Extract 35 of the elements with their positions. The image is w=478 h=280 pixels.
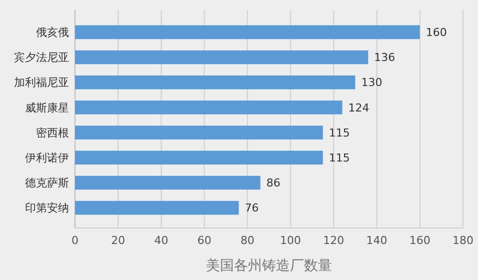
x-tick-label: 0 (72, 234, 78, 247)
x-tick-label: 160 (409, 234, 430, 247)
bar (75, 176, 260, 190)
x-tick-label: 100 (280, 234, 302, 247)
bar (75, 50, 368, 64)
y-tick-label: 俄亥俄 (36, 26, 69, 40)
y-tick-label: 德克萨斯 (25, 176, 69, 190)
bar (75, 75, 356, 90)
data-label: 136 (374, 51, 396, 64)
data-label: 130 (361, 76, 382, 90)
bar (75, 150, 323, 165)
x-tick-label: 120 (323, 234, 344, 247)
y-tick-label: 宾夕法尼亚 (14, 51, 69, 64)
x-tick-label: 180 (452, 234, 474, 247)
data-label: 76 (244, 202, 259, 215)
y-tick-label: 伊利诺伊 (25, 151, 69, 164)
x-tick-label: 140 (366, 234, 388, 247)
x-tick-label: 20 (111, 234, 126, 247)
bar (75, 100, 342, 114)
bar (75, 200, 239, 215)
data-label: 115 (328, 151, 350, 164)
data-label: 160 (426, 26, 447, 40)
x-axis-title: 美国各州铸造厂数量 (206, 258, 332, 274)
x-tick-label: 60 (197, 234, 212, 247)
y-tick-label: 威斯康星 (25, 101, 69, 114)
y-tick-label: 印第安纳 (25, 202, 69, 215)
bar (75, 126, 323, 140)
data-label: 86 (266, 176, 280, 190)
data-label: 124 (348, 101, 370, 114)
x-tick-label: 80 (240, 234, 254, 247)
x-tick-label: 40 (154, 234, 168, 247)
y-tick-label: 加利福尼亚 (14, 76, 69, 90)
data-label: 115 (328, 126, 350, 140)
y-tick-label: 密西根 (36, 126, 69, 140)
bar (75, 25, 420, 40)
